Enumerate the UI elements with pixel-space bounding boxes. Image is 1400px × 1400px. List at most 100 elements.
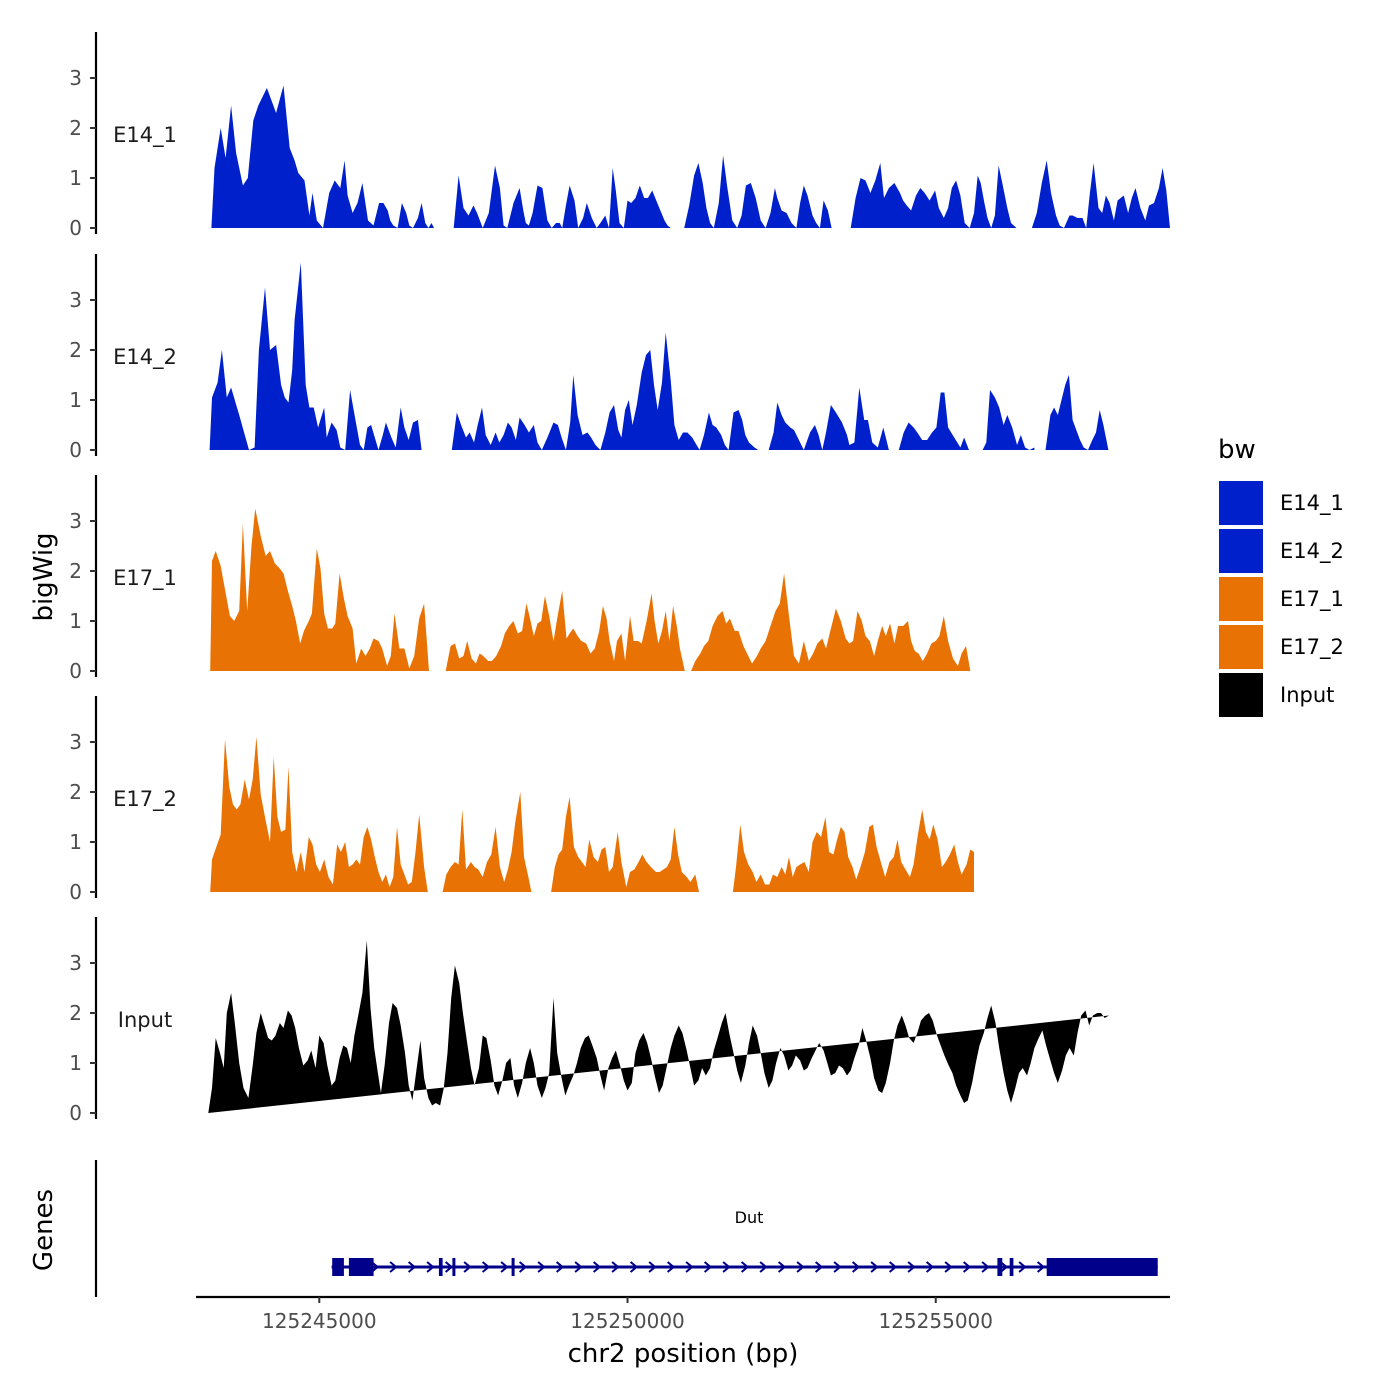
y-tick-label-E17_2: 1 — [69, 830, 82, 854]
gene-exon — [1046, 1258, 1158, 1276]
legend-title: bw — [1218, 435, 1256, 465]
track-label-E17_2: E17_2 — [113, 787, 177, 812]
y-tick-label-E14_1: 0 — [69, 216, 82, 240]
strand-chevron — [981, 1261, 990, 1273]
y-tick-label-E14_1: 1 — [69, 166, 82, 190]
track-E17_1: 0 1 2 3 E17_1 — [69, 475, 971, 683]
legend-label-E14_2: E14_2 — [1280, 539, 1344, 564]
y-tick-label-E14_2: 1 — [69, 388, 82, 412]
y-tick-label-E17_1: 1 — [69, 609, 82, 633]
strand-chevron — [851, 1261, 861, 1273]
y-tick-label-Input: 0 — [69, 1101, 82, 1125]
area-segment-E14_1 — [453, 165, 671, 228]
area-segment-Input — [208, 940, 1110, 1113]
y-tick-label-E14_2: 0 — [69, 438, 82, 462]
x-tick-label: 125255000 — [878, 1309, 993, 1333]
area-segment-E17_2 — [442, 792, 532, 892]
legend-swatch-E17_1 — [1217, 575, 1265, 623]
y-tick-label-E14_2: 2 — [69, 338, 82, 362]
y-tick-label-Input: 2 — [69, 1001, 82, 1025]
strand-chevron — [537, 1261, 546, 1273]
strand-chevron — [592, 1261, 602, 1273]
x-axis: 125245000 125250000 125255000 — [196, 1295, 1170, 1333]
strand-chevron — [555, 1261, 565, 1273]
strand-chevron — [722, 1261, 731, 1273]
area-segment-E14_2 — [451, 375, 633, 450]
track-E17_2: 0 1 2 3 E17_2 — [69, 696, 974, 904]
genes-panel: Dut — [94, 1160, 1158, 1297]
gene-exon — [332, 1258, 344, 1276]
strand-chevron — [444, 1261, 454, 1273]
area-segment-E17_2 — [551, 797, 699, 892]
strand-chevron — [925, 1261, 935, 1273]
y-tick-label-E14_1: 2 — [69, 116, 82, 140]
strand-chevron — [999, 1261, 1009, 1273]
strand-chevron — [426, 1261, 435, 1273]
area-segment-E14_1 — [211, 85, 434, 228]
strand-chevron — [944, 1261, 953, 1273]
strand-chevron — [870, 1261, 879, 1273]
area-segment-E14_2 — [982, 390, 1035, 450]
y-tick-label-E17_2: 0 — [69, 880, 82, 904]
y-tick-label-E14_2: 3 — [69, 288, 82, 312]
x-tick-label: 125245000 — [262, 1309, 377, 1333]
area-segment-E14_2 — [768, 387, 889, 450]
strand-chevron — [907, 1261, 916, 1273]
track-label-E17_1: E17_1 — [113, 566, 177, 591]
y-tick-label-Input: 3 — [69, 951, 82, 975]
track-label-Input: Input — [118, 1008, 172, 1032]
track-Input: 0 1 2 3 Input — [69, 917, 1110, 1125]
track-E14_1: 0 1 2 3 E14_1 — [69, 32, 1170, 240]
x-axis-title: chr2 position (bp) — [568, 1339, 799, 1369]
strand-chevron — [648, 1261, 657, 1273]
track-E14_2: 0 1 2 3 E14_2 — [69, 254, 1109, 462]
area-segment-E17_2 — [210, 737, 428, 892]
gene-exon — [452, 1258, 456, 1276]
strand-chevron — [611, 1261, 620, 1273]
strand-chevron — [962, 1261, 972, 1273]
area-segment-E14_2 — [898, 392, 969, 450]
gene-exon — [997, 1258, 1003, 1276]
gene-exon — [438, 1258, 443, 1276]
legend-swatch-E17_2 — [1217, 623, 1265, 671]
y-tick-label-E17_2: 2 — [69, 780, 82, 804]
strand-chevron — [759, 1261, 768, 1273]
y-tick-label-E17_1: 3 — [69, 509, 82, 533]
legend-label-E14_1: E14_1 — [1280, 491, 1344, 516]
legend-label-Input: Input — [1280, 683, 1334, 707]
strand-chevron — [796, 1261, 805, 1273]
area-segment-E14_1 — [684, 155, 832, 228]
strand-chevron — [389, 1261, 398, 1273]
area-segment-E17_1 — [210, 508, 429, 671]
area-segment-E14_2 — [1045, 375, 1109, 450]
y-tick-label-Input: 1 — [69, 1051, 82, 1075]
strand-chevron — [1036, 1261, 1046, 1273]
legend-swatch-Input — [1217, 671, 1265, 719]
area-segment-E14_2 — [632, 332, 700, 450]
coverage-tracks: 0 1 2 3 E14_1 0 1 2 3 E14_2 0 1 2 3 E17_1 0 1 2 3 E17_2 0 1 2 3… — [69, 32, 1170, 1125]
legend-label-E17_2: E17_2 — [1280, 635, 1344, 660]
strand-chevron — [740, 1261, 750, 1273]
strand-chevron — [666, 1261, 676, 1273]
track-label-E14_1: E14_1 — [113, 123, 177, 148]
area-segment-E14_1 — [850, 163, 1017, 228]
strand-chevron — [777, 1261, 787, 1273]
gene-exon — [348, 1258, 374, 1276]
gene-exon — [1009, 1258, 1014, 1276]
strand-chevron — [481, 1261, 491, 1273]
y-tick-label-E17_2: 3 — [69, 730, 82, 754]
strand-chevron — [685, 1261, 694, 1273]
strand-chevron — [407, 1261, 417, 1273]
legend-label-E17_1: E17_1 — [1280, 587, 1344, 612]
strand-chevron — [888, 1261, 898, 1273]
strand-chevron — [629, 1261, 639, 1273]
strand-chevron — [833, 1261, 842, 1273]
strand-chevron — [500, 1261, 509, 1273]
strand-chevron — [814, 1261, 824, 1273]
y-tick-label-E17_1: 2 — [69, 559, 82, 583]
legend-swatch-E14_2 — [1217, 527, 1265, 575]
track-label-E14_2: E14_2 — [113, 345, 177, 370]
gene-name-label: Dut — [735, 1208, 764, 1227]
gene-exon — [511, 1258, 515, 1276]
